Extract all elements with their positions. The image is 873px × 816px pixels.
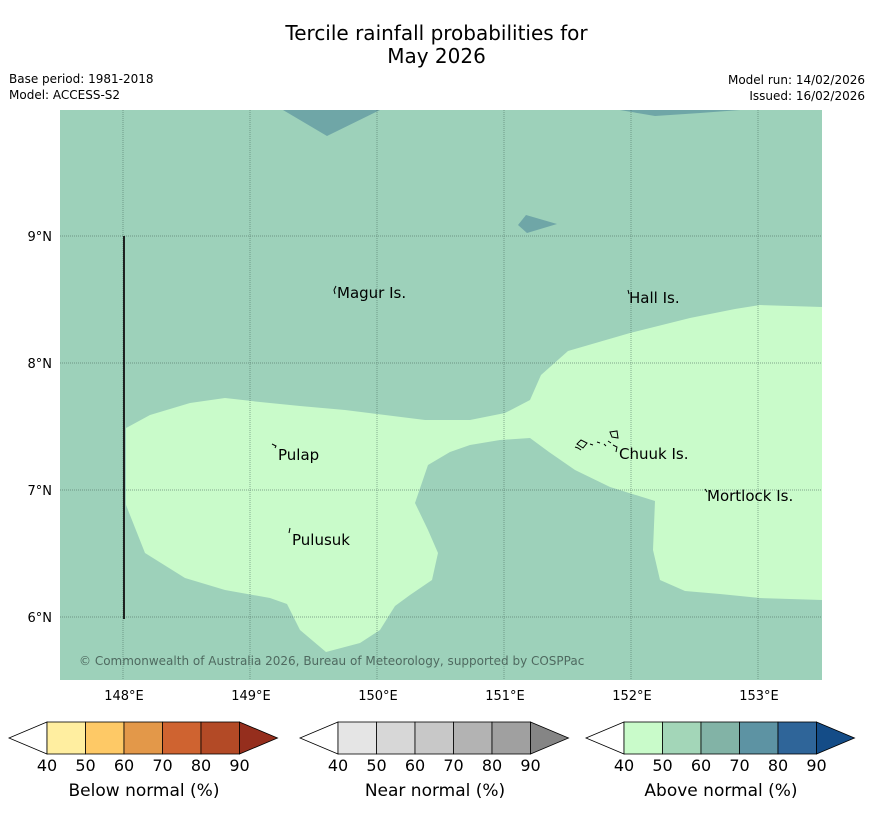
place-mortlock: Mortlock Is. [707,487,793,505]
colorbar-above-tick: 80 [768,756,788,775]
colorbar-near-under-triangle [298,721,339,755]
island-mortlock [704,488,708,493]
copyright-text: © Commonwealth of Australia 2026, Bureau… [79,654,584,668]
colorbar-above-tick: 70 [729,756,749,775]
colorbar-near-over-triangle [530,721,570,755]
colorbar-near-tick: 70 [443,756,463,775]
colorbar-above-segment [662,721,702,755]
region-above-60-70 [518,215,557,233]
x-tick-153: 153°E [739,689,779,704]
colorbar-near-tick: 50 [366,756,386,775]
issued-date: Issued: 16/02/2026 [749,89,865,103]
island-chuuk-3 [612,444,618,453]
legend-title-near: Near normal (%) [364,781,506,801]
colorbar-above-segment [777,721,817,755]
colorbar-above-normal: 40 50 60 70 80 90 [584,721,856,775]
place-hall: Hall Is. [629,289,680,307]
title-line-2: May 2026 [387,44,486,68]
legend-title-below: Below normal (%) [68,781,220,801]
x-tick-148: 148°E [104,689,144,704]
x-tick-149: 149°E [231,689,271,704]
colorbar-below-segment [123,721,163,755]
island-pulap [271,443,277,449]
colorbar-near-segment [376,721,416,755]
colorbar-above-under-triangle [584,721,625,755]
legend-title-above: Above normal (%) [644,781,798,801]
colorbar-below-under-triangle [7,721,48,755]
colorbar-above-tick: 90 [806,756,826,775]
colorbar-near-segment [337,721,377,755]
y-axis-labels: 9°N 8°N 7°N 6°N [28,230,53,626]
colorbar-near-tick: 80 [482,756,502,775]
island-outlines [271,285,708,534]
model-name: Model: ACCESS-S2 [9,88,121,102]
region-above-60-70 [620,110,740,116]
colorbar-below-segment [162,721,202,755]
meta-right: Model run: 14/02/2026 Issued: 16/02/2026 [728,72,865,104]
colorbar-above-over-triangle [816,721,856,755]
colorbar-near-segment [414,721,454,755]
island-hall [627,289,630,295]
colorbar-below-tick: 80 [191,756,211,775]
colorbar-above-segment [700,721,740,755]
colorbar-near-segment [453,721,493,755]
y-tick-6n: 6°N [28,611,53,626]
colorbar-above-tick: 50 [652,756,672,775]
colorbar-below-tick: 40 [37,756,57,775]
island-chuuk-1 [576,439,588,449]
colorbar-below-tick: 90 [229,756,249,775]
title-line-1: Tercile rainfall probabilities for [285,21,588,45]
gridlines [60,110,822,680]
colorbar-below-segment [85,721,125,755]
place-pulusuk: Pulusuk [292,531,350,549]
colorbar-below-segment [200,721,240,755]
place-magur: Magur Is. [337,284,406,302]
x-tick-152: 152°E [612,689,652,704]
colorbar-below-normal: 40 50 60 70 80 90 [7,721,279,775]
y-tick-8n: 8°N [28,357,53,372]
x-axis-labels: 148°E 149°E 150°E 151°E 152°E 153°E [104,689,779,704]
colorbar-above-tick: 60 [691,756,711,775]
region-above-60-70 [283,110,380,136]
map-title: Tercile rainfall probabilities for May 2… [0,22,873,68]
colorbar-near-normal: 40 50 60 70 80 90 [298,721,570,775]
island-magur [333,285,337,295]
meta-left: Base period: 1981-2018 Model: ACCESS-S2 [9,71,154,103]
island-chuuk-2 [609,430,619,439]
model-run: Model run: 14/02/2026 [727,73,865,87]
place-chuuk: Chuuk Is. [619,445,688,463]
colorbar-below-tick: 70 [152,756,172,775]
colorbar-near-segment [491,721,531,755]
colorbar-above-tick: 40 [614,756,634,775]
colorbar-near-tick: 40 [328,756,348,775]
region-above-40-50 [126,305,822,652]
colorbar-below-tick: 60 [114,756,134,775]
base-period: Base period: 1981-2018 [9,72,154,86]
y-tick-9n: 9°N [28,230,53,245]
colorbar-above-segment [739,721,779,755]
colorbar-below-over-triangle [239,721,279,755]
colorbar-near-tick: 60 [405,756,425,775]
x-tick-150: 150°E [358,689,398,704]
island-chuuk-4 [574,440,612,451]
colorbar-below-tick: 50 [75,756,95,775]
colorbar-below-segment [46,721,86,755]
island-pulusuk [288,527,291,534]
colorbar-near-tick: 90 [520,756,540,775]
x-tick-151: 151°E [485,689,525,704]
y-tick-7n: 7°N [28,484,53,499]
place-pulap: Pulap [278,446,319,464]
colorbar-above-segment [623,721,663,755]
